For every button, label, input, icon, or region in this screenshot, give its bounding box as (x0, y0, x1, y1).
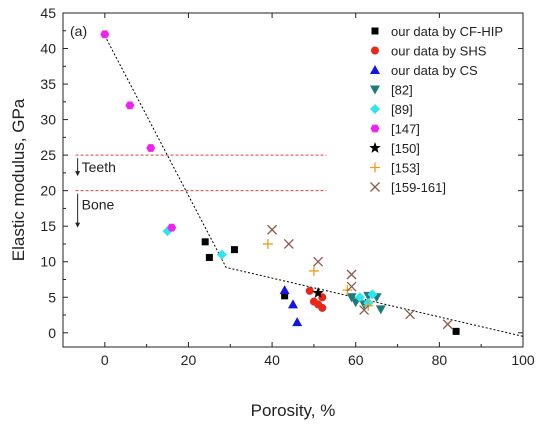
data-point (283, 238, 294, 249)
data-point (375, 305, 386, 315)
series-0 (201, 238, 460, 335)
y-tick-label: 25 (40, 147, 56, 163)
panel-label: (a) (70, 23, 87, 39)
data-point (201, 238, 209, 246)
teeth-arrowhead (75, 171, 81, 177)
data-point (305, 286, 314, 295)
y-tick-label: 40 (40, 41, 56, 57)
data-point (318, 303, 327, 312)
y-tick-label: 20 (40, 183, 56, 199)
data-point (281, 292, 289, 300)
data-point (292, 317, 303, 327)
legend-label: [89] (391, 102, 413, 117)
legend-label: our data by CS (391, 63, 478, 78)
y-tick-label: 10 (40, 254, 56, 270)
legend-label: [153] (391, 161, 420, 176)
y-tick-label: 30 (40, 112, 56, 128)
plot-area (62, 12, 524, 348)
data-point (354, 292, 365, 303)
legend-marker (370, 104, 380, 114)
data-point (216, 249, 227, 260)
x-tick-label: 20 (181, 352, 197, 368)
y-tick-label: 35 (40, 76, 56, 92)
data-point (312, 286, 324, 298)
data-point (167, 223, 177, 232)
series-1 (305, 286, 327, 312)
data-point (205, 253, 213, 261)
data-point (452, 327, 460, 335)
data-point (367, 289, 378, 300)
y-tick-label: 45 (40, 5, 56, 21)
data-point (230, 246, 238, 254)
bone-label: Bone (82, 197, 115, 213)
legend-marker (371, 46, 379, 55)
legend-label: [82] (391, 83, 413, 98)
series-8 (267, 224, 453, 330)
legend-marker (370, 85, 380, 95)
legend-marker (371, 27, 379, 35)
y-axis-title: Elastic modulus, GPa (9, 98, 28, 261)
data-point (313, 256, 324, 267)
data-point (308, 265, 319, 276)
x-tick-label: 40 (264, 352, 280, 368)
legend-marker (370, 182, 380, 192)
y-tick-label: 0 (48, 325, 56, 341)
legend-marker (370, 124, 380, 133)
data-point (125, 101, 135, 110)
series-2 (279, 285, 303, 327)
data-point (288, 299, 298, 309)
data-point (262, 238, 273, 249)
data-point (146, 144, 156, 152)
x-tick-label: 100 (511, 352, 535, 368)
trend-line (104, 35, 524, 337)
teeth-label: Teeth (82, 159, 116, 175)
legend-label: [150] (391, 141, 420, 156)
series-5 (100, 30, 177, 232)
y-tick-label: 15 (40, 218, 56, 234)
legend-marker (370, 65, 380, 74)
x-tick-label: 60 (348, 352, 364, 368)
legend-label: [159-161] (391, 180, 446, 195)
x-tick-label: 0 (101, 352, 109, 368)
legend-label: our data by CF-HIP (391, 24, 503, 39)
x-tick-label: 80 (432, 352, 448, 368)
data-point (279, 285, 290, 295)
legend-marker (370, 162, 380, 173)
legend-marker (369, 142, 381, 153)
data-point (100, 30, 110, 39)
data-point (346, 293, 357, 303)
data-point (359, 305, 370, 316)
series-6 (312, 286, 324, 298)
data-point (346, 281, 357, 292)
data-point (442, 319, 453, 330)
data-point (346, 269, 357, 280)
legend-label: [147] (391, 122, 420, 137)
bone-arrowhead (75, 222, 81, 228)
legend: our data by CF-HIP our data by SHS our dat… (369, 24, 503, 195)
legend-label: our data by SHS (391, 44, 487, 59)
data-point (405, 309, 416, 320)
data-point (267, 224, 278, 235)
x-axis-title: Porosity, % (251, 401, 336, 420)
y-tick-label: 5 (48, 289, 56, 305)
